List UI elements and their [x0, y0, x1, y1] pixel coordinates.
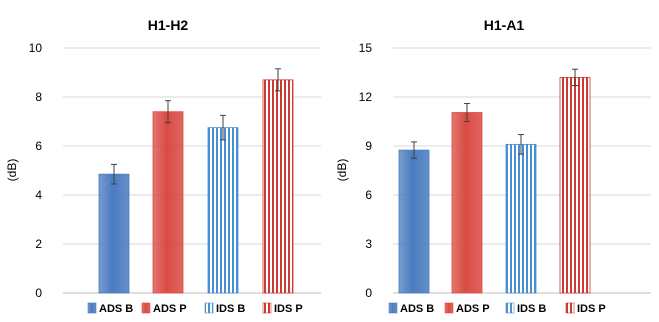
y-tick-label: 10 — [29, 41, 43, 55]
bar-ads-b — [98, 173, 130, 294]
legend-swatch-ads-b — [87, 302, 97, 314]
y-tick-label: 0 — [35, 286, 42, 300]
y-tick-label: 9 — [365, 139, 372, 153]
y-tick-label: 8 — [35, 90, 42, 104]
y-tick-label: 15 — [359, 41, 373, 55]
legend-swatch-ads-p — [444, 302, 454, 314]
legend-swatch-ids-p — [565, 302, 575, 314]
y-axis-label: (dB) — [335, 159, 349, 182]
y-tick-label: 0 — [365, 286, 372, 300]
legend-label-ads-p: ADS P — [456, 303, 490, 315]
bar-ads-p — [451, 112, 483, 294]
chart-title: H1-A1 — [484, 17, 525, 33]
y-tick-label: 3 — [365, 237, 372, 251]
error-bar-ads-b — [411, 141, 417, 159]
y-tick-label: 2 — [35, 237, 42, 251]
legend-label-ads-b: ADS B — [400, 303, 434, 315]
chart-h1-a1: H1-A1 (dB) 0 3 6 9 12 15 ADS B ADS P IDS B IDS P — [335, 17, 651, 315]
bar-ids-b — [207, 127, 239, 294]
legend-label-ads-p: ADS P — [153, 303, 187, 315]
legend-label-ids-b: IDS B — [517, 303, 546, 315]
bar-ads-b — [398, 149, 430, 294]
legend-swatch-ids-b — [204, 302, 214, 314]
error-bar-ids-b — [518, 134, 524, 155]
y-tick-label: 6 — [35, 139, 42, 153]
y-tick-label: 12 — [359, 90, 373, 104]
error-bar-ads-p — [165, 100, 171, 124]
chart-title: H1-H2 — [148, 17, 189, 33]
legend-label-ids-b: IDS B — [216, 303, 245, 315]
error-bar-ids-b — [220, 114, 226, 141]
chart-panel-h1-a1: H1-A1 (dB) 0 3 6 9 12 15 ADS B ADS P IDS B IDS P — [330, 0, 659, 322]
legend-label-ids-p: IDS P — [577, 303, 606, 315]
y-tick-label: 6 — [365, 188, 372, 202]
y-axis-label: (dB) — [5, 159, 19, 182]
bar-ads-p — [152, 111, 184, 294]
y-tick-label: 4 — [35, 188, 42, 202]
legend-swatch-ids-p — [262, 302, 272, 314]
error-bar-ads-p — [464, 103, 470, 122]
error-bar-ads-b — [111, 163, 117, 185]
error-bar-ids-p — [275, 68, 281, 92]
chart-panel-h1-h2: H1-H2 (dB) 0 2 4 6 8 10 ADS B ADS P IDS B IDS P — [5, 17, 321, 315]
bar-ids-p — [559, 77, 591, 294]
legend-swatch-ids-b — [505, 302, 515, 314]
error-bar-ids-p — [572, 68, 578, 87]
legend-label-ids-p: IDS P — [274, 303, 303, 315]
chart-h1-h2: H1-H2 (dB) 0 2 4 6 8 10 ADS B ADS P IDS B IDS P — [5, 17, 321, 315]
legend-swatch-ads-b — [388, 302, 398, 314]
legend-label-ads-b: ADS B — [99, 303, 133, 315]
legend-swatch-ads-p — [141, 302, 151, 314]
bar-ids-p — [262, 79, 294, 294]
bar-ids-b — [505, 143, 537, 294]
